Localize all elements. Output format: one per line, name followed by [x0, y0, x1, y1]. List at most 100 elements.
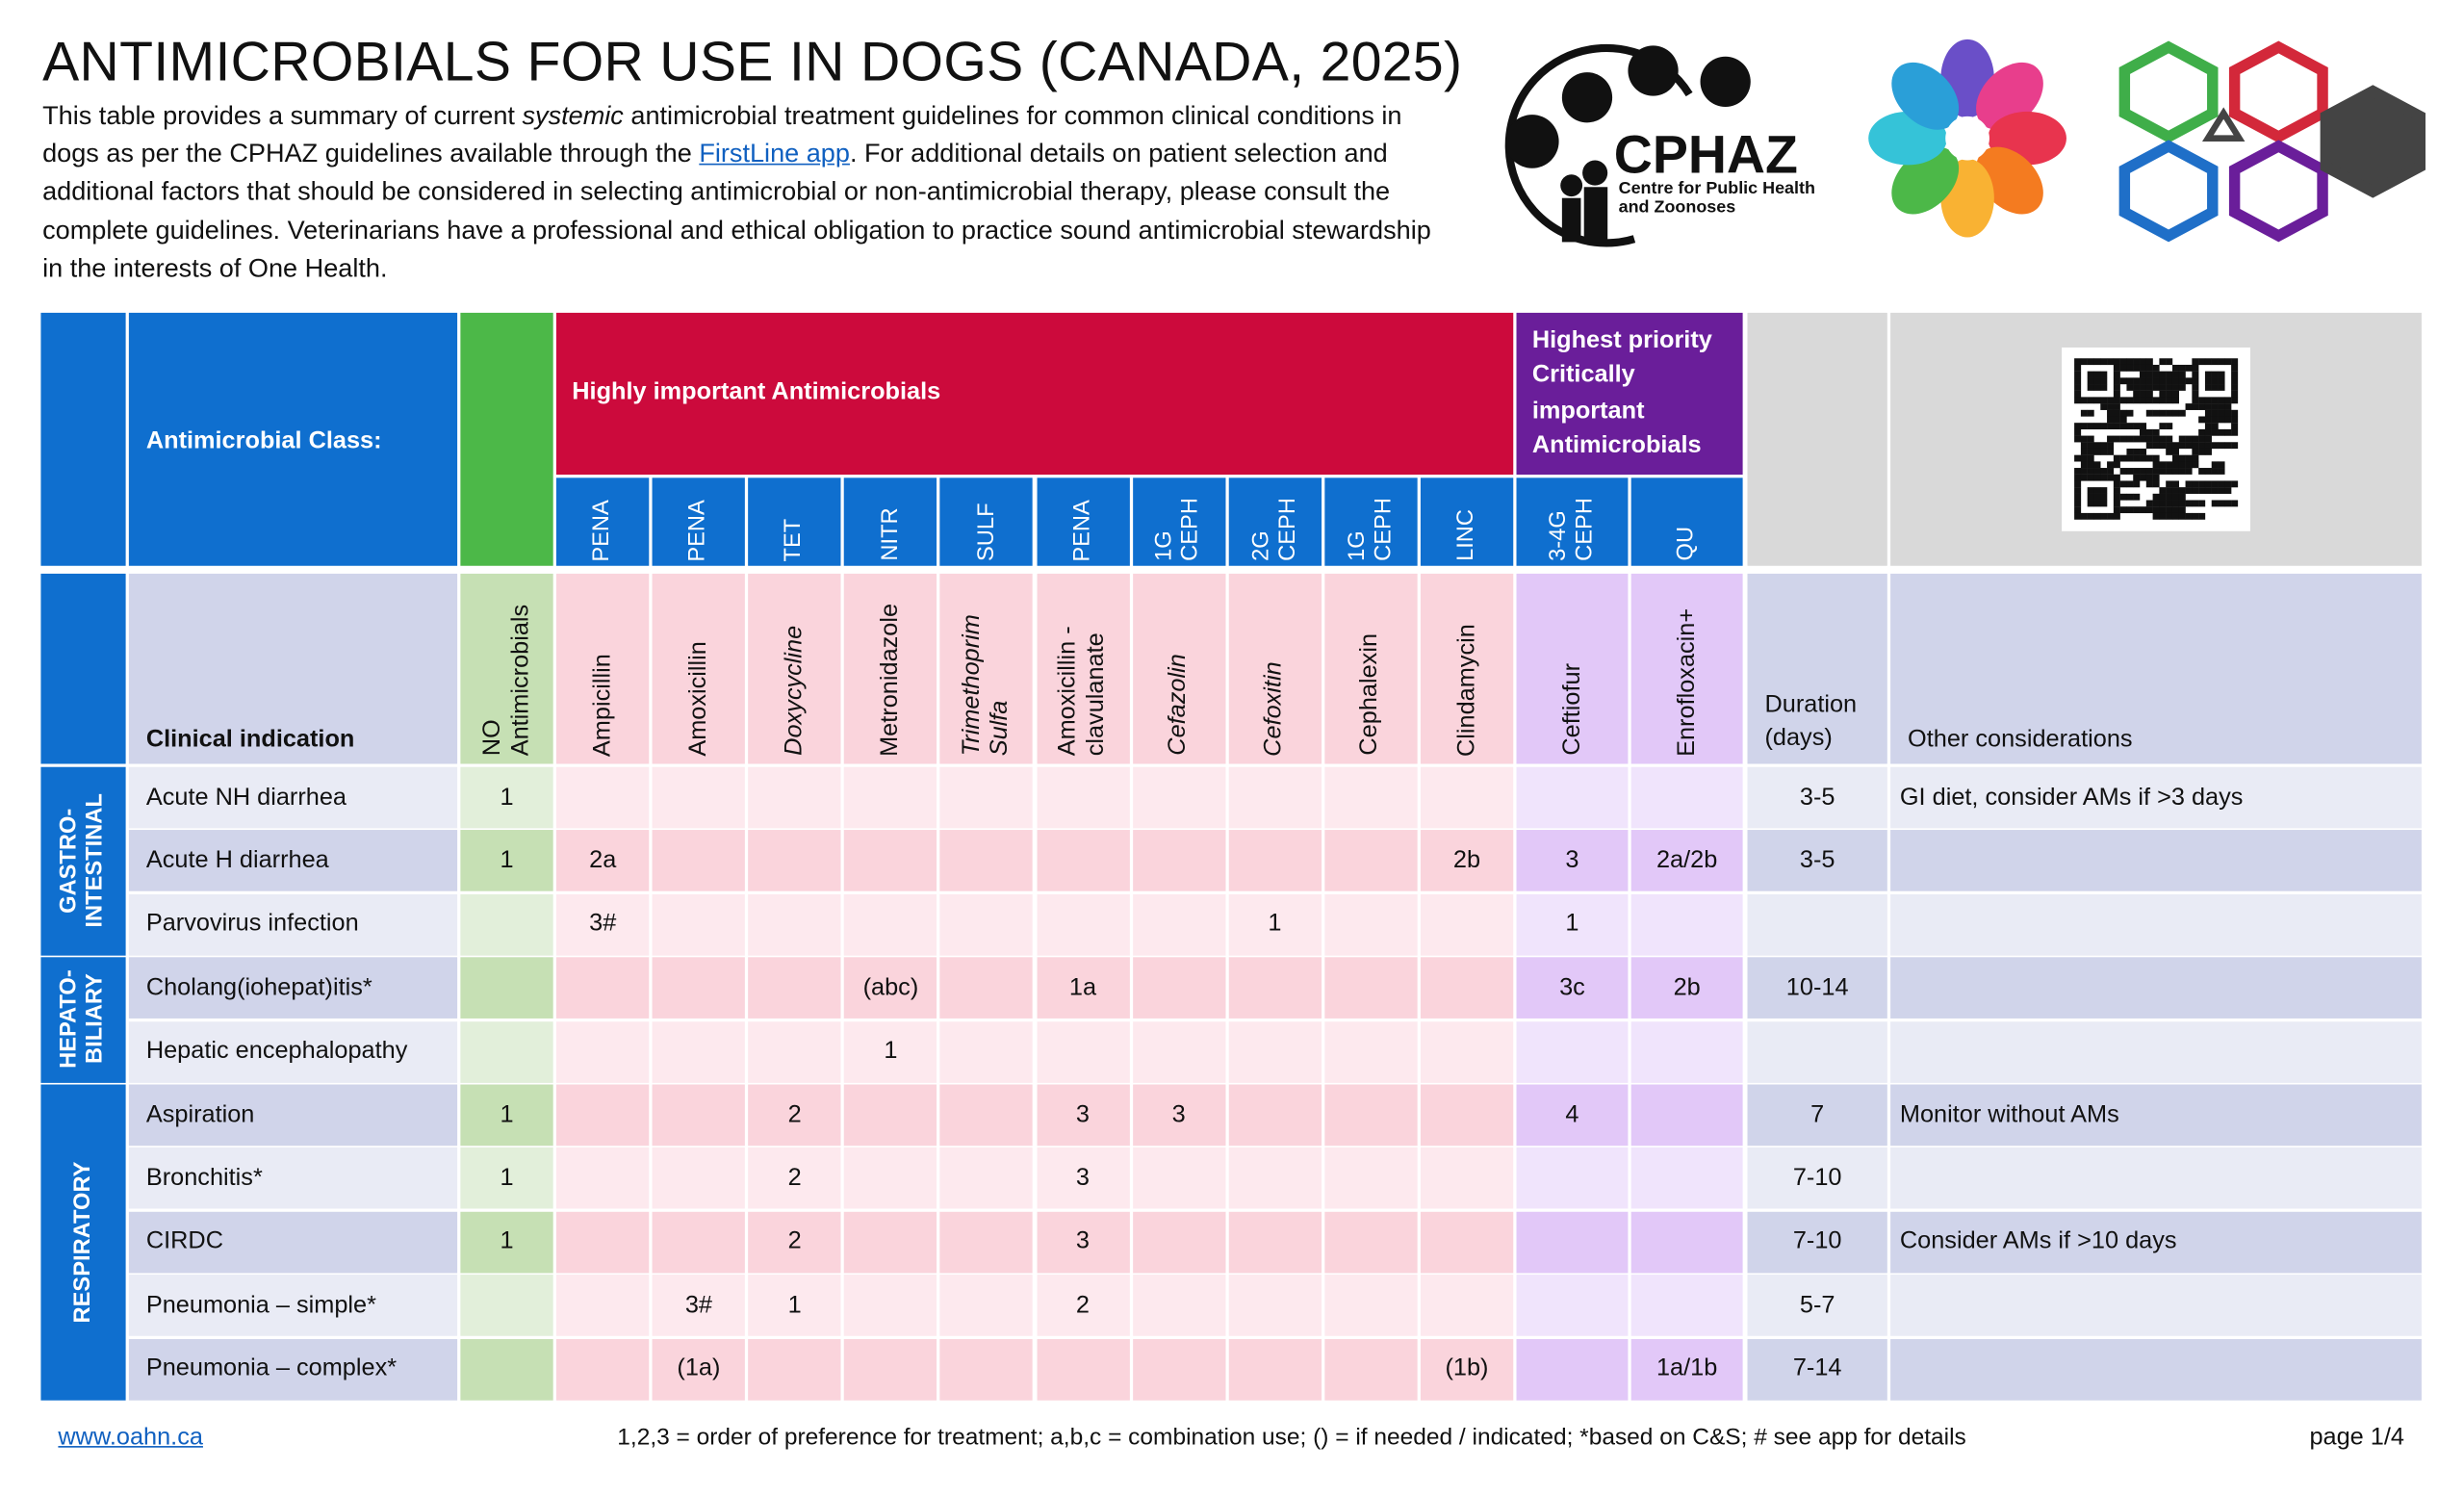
- drug-cell: [555, 1275, 650, 1337]
- duration-cell: 7-10: [1747, 1148, 1887, 1210]
- other-cell: [1890, 1275, 2422, 1337]
- recommendation: 2: [787, 1100, 802, 1128]
- drug-cell: [748, 1338, 841, 1401]
- indication-cell: Hepatic encephalopathy: [128, 1020, 458, 1083]
- recommendation: 1a: [1068, 973, 1097, 1001]
- drug-cell: [1420, 893, 1514, 956]
- drug-cell: [1132, 1148, 1225, 1210]
- recommendation: 3c: [1559, 973, 1585, 1001]
- drug-cell: [1630, 1148, 1743, 1210]
- drug-cell: [652, 893, 746, 956]
- drug-name: Enrofloxacin+: [1673, 607, 1700, 757]
- section-cell: RESPIRATORY: [40, 1084, 126, 1401]
- drug-header: Ampicillin: [555, 573, 650, 764]
- class-code-cell: LINC: [1420, 477, 1514, 566]
- duration: 7-10: [1792, 1164, 1842, 1192]
- drug-cell: [1420, 1211, 1514, 1274]
- oahn-logo: [2118, 40, 2426, 243]
- logos: CPHAZ Centre for Public Health and Zoono…: [1504, 39, 2426, 247]
- drug-cell: 4: [1516, 1084, 1629, 1147]
- indication-cell: Aspiration: [128, 1084, 458, 1147]
- indication: Bronchitis*: [145, 1164, 263, 1192]
- drug-cell: [748, 957, 841, 1019]
- drug-cell: [1228, 1211, 1322, 1274]
- recommendation: 1: [500, 783, 514, 811]
- indication-cell: Acute H diarrhea: [128, 830, 458, 892]
- duration-header-blank: [1747, 312, 1887, 566]
- drug-cell: [844, 766, 937, 829]
- recommendation: 1: [1268, 910, 1282, 938]
- drug-cell: [1420, 766, 1514, 829]
- drug-name: Trimethoprim Sulfa: [959, 614, 1014, 757]
- footer-link[interactable]: www.oahn.ca: [58, 1424, 203, 1451]
- drug-cell: (abc): [844, 957, 937, 1019]
- drug-cell: [652, 957, 746, 1019]
- drug-cell: [1516, 1020, 1629, 1083]
- drug-cell: 1: [844, 1020, 937, 1083]
- duration-cell: [1747, 1020, 1887, 1083]
- drug-cell: [1132, 893, 1225, 956]
- title: ANTIMICROBIALS FOR USE IN DOGS (CANADA, …: [42, 31, 1463, 93]
- section-label: GASTRO- INTESTINAL: [57, 793, 109, 929]
- other-cell: [1890, 1338, 2422, 1401]
- no-antimicrobial-cell: [460, 1275, 553, 1337]
- recommendation: 3: [1075, 1227, 1091, 1255]
- class-code: TET: [782, 518, 808, 561]
- drug-cell: 3: [1036, 1211, 1130, 1274]
- drug-cell: [1228, 1338, 1322, 1401]
- recommendation: 2: [787, 1164, 802, 1192]
- drug-header: Amoxicillin: [652, 573, 746, 764]
- drug-cell: [1323, 1148, 1418, 1210]
- drug-cell: [1132, 766, 1225, 829]
- recommendation: 1a/1b: [1656, 1354, 1718, 1382]
- class-code: 1G CEPH: [1152, 498, 1204, 561]
- section-label: RESPIRATORY: [69, 1161, 96, 1324]
- recommendation: 2b: [1452, 846, 1481, 874]
- drug-cell: [555, 1020, 650, 1083]
- recommendation: (1b): [1445, 1354, 1489, 1382]
- class-label: Antimicrobial Class:: [145, 427, 382, 454]
- drug-cell: 2b: [1420, 830, 1514, 892]
- indication: Aspiration: [145, 1100, 255, 1128]
- drug-cell: [939, 1338, 1034, 1401]
- no-class-cell: [460, 312, 553, 566]
- drug-header: Doxycycline: [748, 573, 841, 764]
- recommendation: 2: [787, 1227, 802, 1255]
- duration-cell: 3-5: [1747, 830, 1887, 892]
- drug-cell: [555, 1084, 650, 1147]
- duration: 3-5: [1799, 846, 1835, 874]
- recommendation: 2a/2b: [1656, 846, 1718, 874]
- drug-cell: [1630, 893, 1743, 956]
- indication-cell: Cholang(iohepat)itis*: [128, 957, 458, 1019]
- class-code: PENA: [685, 499, 711, 561]
- drug-cell: [652, 1020, 746, 1083]
- indication-cell: Bronchitis*: [128, 1148, 458, 1210]
- description-text: antimicrobial treatment guidelines for c…: [42, 100, 1402, 169]
- drug-cell: [1323, 766, 1418, 829]
- drug-cell: [1132, 830, 1225, 892]
- class-code-cell: 2G CEPH: [1228, 477, 1322, 566]
- drug-cell: [1630, 1211, 1743, 1274]
- drug-cell: [1323, 1338, 1418, 1401]
- drug-name: Metronidazole: [876, 603, 904, 757]
- duration-label: Duration (days): [1764, 691, 1858, 752]
- other-cell: GI diet, consider AMs if >3 days: [1890, 766, 2422, 829]
- drug-cell: 2: [1036, 1275, 1130, 1337]
- section-cell: HEPATO- BILIARY: [40, 957, 126, 1083]
- class-code-cell: 1G CEPH: [1323, 477, 1418, 566]
- drug-cell: [652, 766, 746, 829]
- recommendation: 1: [500, 846, 514, 874]
- indication-label: Clinical indication: [145, 726, 355, 754]
- firstline-link[interactable]: FirstLine app: [699, 139, 850, 169]
- group-header: Highest priority Critically important An…: [1516, 312, 1743, 476]
- drug-cell: [939, 957, 1034, 1019]
- drug-name: Clindamycin: [1452, 623, 1480, 757]
- cphaz-name: CPHAZ: [1614, 125, 1798, 185]
- drug-cell: (1b): [1420, 1338, 1514, 1401]
- recommendation: (1a): [677, 1354, 721, 1382]
- duration-header: Duration (days): [1747, 573, 1887, 764]
- no-antimicrobial-cell: [460, 1338, 553, 1401]
- indication-cell: Pneumonia – simple*: [128, 1275, 458, 1337]
- drug-cell: [1516, 1211, 1629, 1274]
- drug-cell: [1420, 1148, 1514, 1210]
